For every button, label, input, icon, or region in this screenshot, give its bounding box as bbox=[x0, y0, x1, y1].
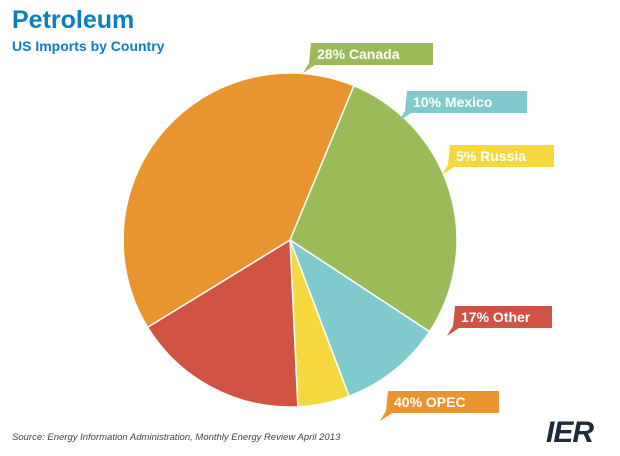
label-tab-mexico: 10% Mexico bbox=[399, 91, 527, 121]
label-bg-russia bbox=[442, 145, 554, 175]
label-bg-opec bbox=[380, 391, 499, 421]
slice-label-russia: 5% Russia bbox=[456, 148, 526, 164]
label-bg-mexico bbox=[399, 91, 527, 121]
label-tab-russia: 5% Russia bbox=[442, 145, 554, 175]
source-note: Source: Energy Information Administratio… bbox=[12, 432, 341, 443]
pie-slice-mexico bbox=[288, 238, 431, 398]
pie-slice-opec bbox=[122, 72, 355, 329]
pie-slices bbox=[122, 72, 458, 408]
label-tab-opec: 40% OPEC bbox=[380, 391, 499, 421]
pie-labels: 28% Canada 10% Mexico 5% Russia 17% Other 40… bbox=[303, 43, 554, 421]
slice-label-opec: 40% OPEC bbox=[394, 394, 466, 410]
pie-slice-other bbox=[146, 238, 299, 408]
chart-title: Petroleum bbox=[12, 6, 135, 34]
chart-subtitle: US Imports by Country bbox=[12, 38, 165, 54]
label-bg-canada bbox=[303, 43, 433, 73]
pie-slice-canada bbox=[289, 84, 458, 333]
label-tab-other: 17% Other bbox=[447, 306, 552, 336]
ier-logo: IER bbox=[546, 416, 594, 449]
label-bg-other bbox=[447, 306, 552, 336]
label-tab-canada: 28% Canada bbox=[303, 43, 433, 73]
slice-label-other: 17% Other bbox=[461, 309, 531, 325]
slice-label-mexico: 10% Mexico bbox=[413, 94, 492, 110]
slice-label-canada: 28% Canada bbox=[317, 46, 400, 62]
